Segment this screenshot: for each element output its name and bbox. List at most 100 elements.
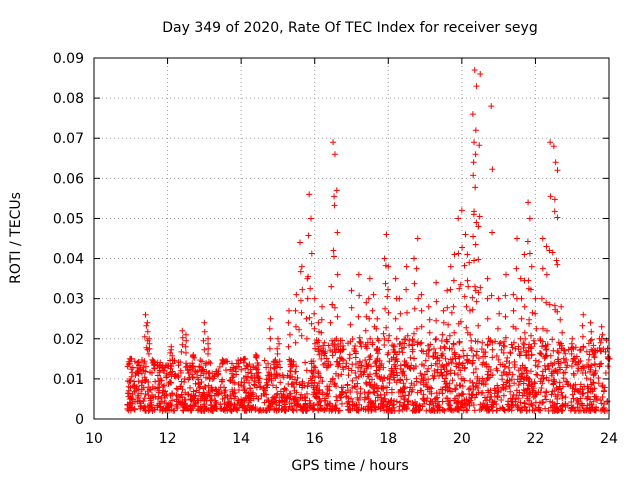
data-point bbox=[433, 298, 440, 305]
data-point bbox=[434, 354, 441, 361]
data-point bbox=[380, 397, 387, 404]
data-point bbox=[367, 352, 374, 359]
data-point bbox=[597, 397, 604, 404]
data-point bbox=[463, 324, 470, 331]
data-point bbox=[309, 380, 316, 387]
data-point bbox=[292, 339, 299, 346]
data-point bbox=[491, 390, 498, 397]
data-point bbox=[526, 320, 533, 327]
data-point bbox=[439, 372, 446, 379]
data-point bbox=[441, 343, 448, 350]
data-point bbox=[268, 398, 275, 405]
data-point bbox=[169, 397, 176, 404]
data-point bbox=[495, 356, 502, 363]
data-point bbox=[533, 325, 540, 332]
data-point bbox=[471, 407, 478, 414]
data-point bbox=[454, 406, 461, 413]
data-point bbox=[496, 340, 503, 347]
data-point bbox=[601, 407, 608, 414]
data-point bbox=[281, 385, 288, 392]
data-point bbox=[447, 402, 454, 409]
data-point bbox=[388, 397, 395, 404]
data-point bbox=[599, 382, 606, 389]
data-point bbox=[133, 387, 140, 394]
data-point bbox=[287, 393, 294, 400]
data-point bbox=[490, 399, 497, 406]
data-point bbox=[345, 372, 352, 379]
data-point bbox=[314, 382, 321, 389]
data-point bbox=[262, 387, 269, 394]
data-point bbox=[385, 407, 392, 414]
y-tick-label: 0.02 bbox=[53, 332, 84, 348]
data-point bbox=[366, 382, 373, 389]
data-point bbox=[483, 360, 490, 367]
data-point bbox=[552, 159, 559, 166]
data-point bbox=[442, 386, 449, 393]
data-point bbox=[471, 139, 478, 146]
data-point bbox=[319, 389, 326, 396]
data-point bbox=[362, 357, 369, 364]
data-point bbox=[384, 406, 391, 413]
data-point bbox=[456, 285, 463, 292]
data-point bbox=[181, 375, 188, 382]
data-point bbox=[588, 346, 595, 353]
x-tick-label: 18 bbox=[379, 431, 397, 447]
data-point bbox=[179, 334, 186, 341]
data-point bbox=[411, 305, 418, 312]
data-point bbox=[271, 365, 278, 372]
data-point bbox=[418, 323, 425, 330]
data-point bbox=[304, 383, 311, 390]
data-point bbox=[241, 386, 248, 393]
data-point bbox=[585, 356, 592, 363]
data-point bbox=[273, 370, 280, 377]
data-point bbox=[348, 395, 355, 402]
data-point bbox=[363, 380, 370, 387]
data-point bbox=[403, 376, 410, 383]
data-point bbox=[233, 371, 240, 378]
data-point bbox=[507, 395, 514, 402]
data-point bbox=[405, 397, 412, 404]
data-point bbox=[498, 397, 505, 404]
data-point bbox=[201, 368, 208, 375]
data-point bbox=[443, 395, 450, 402]
data-point bbox=[362, 327, 369, 334]
data-point bbox=[543, 327, 550, 334]
data-point bbox=[430, 406, 437, 413]
data-point bbox=[213, 368, 220, 375]
data-point bbox=[434, 366, 441, 373]
data-point bbox=[485, 335, 492, 342]
data-point bbox=[358, 343, 365, 350]
data-point bbox=[493, 352, 500, 359]
data-point bbox=[512, 325, 519, 332]
data-point bbox=[391, 376, 398, 383]
data-point bbox=[520, 386, 527, 393]
data-point bbox=[393, 351, 400, 358]
data-point bbox=[213, 399, 220, 406]
data-point bbox=[590, 342, 597, 349]
data-point bbox=[195, 380, 202, 387]
data-point bbox=[493, 407, 500, 414]
data-point bbox=[235, 397, 242, 404]
data-point bbox=[354, 389, 361, 396]
data-point bbox=[265, 360, 272, 367]
data-point bbox=[202, 374, 209, 381]
data-point bbox=[471, 257, 478, 264]
data-point bbox=[320, 405, 327, 412]
data-point bbox=[205, 335, 212, 342]
data-point bbox=[197, 397, 204, 404]
data-point bbox=[502, 292, 509, 299]
data-point bbox=[321, 360, 328, 367]
data-point bbox=[223, 367, 230, 374]
data-point bbox=[417, 379, 424, 386]
data-point bbox=[169, 352, 176, 359]
data-point bbox=[296, 381, 303, 388]
data-point bbox=[387, 399, 394, 406]
data-point bbox=[399, 349, 406, 356]
data-point bbox=[580, 311, 587, 318]
data-point bbox=[208, 384, 215, 391]
data-point bbox=[225, 400, 232, 407]
data-point bbox=[518, 315, 525, 322]
data-point bbox=[304, 402, 311, 409]
data-point bbox=[305, 232, 312, 239]
data-point bbox=[305, 379, 312, 386]
